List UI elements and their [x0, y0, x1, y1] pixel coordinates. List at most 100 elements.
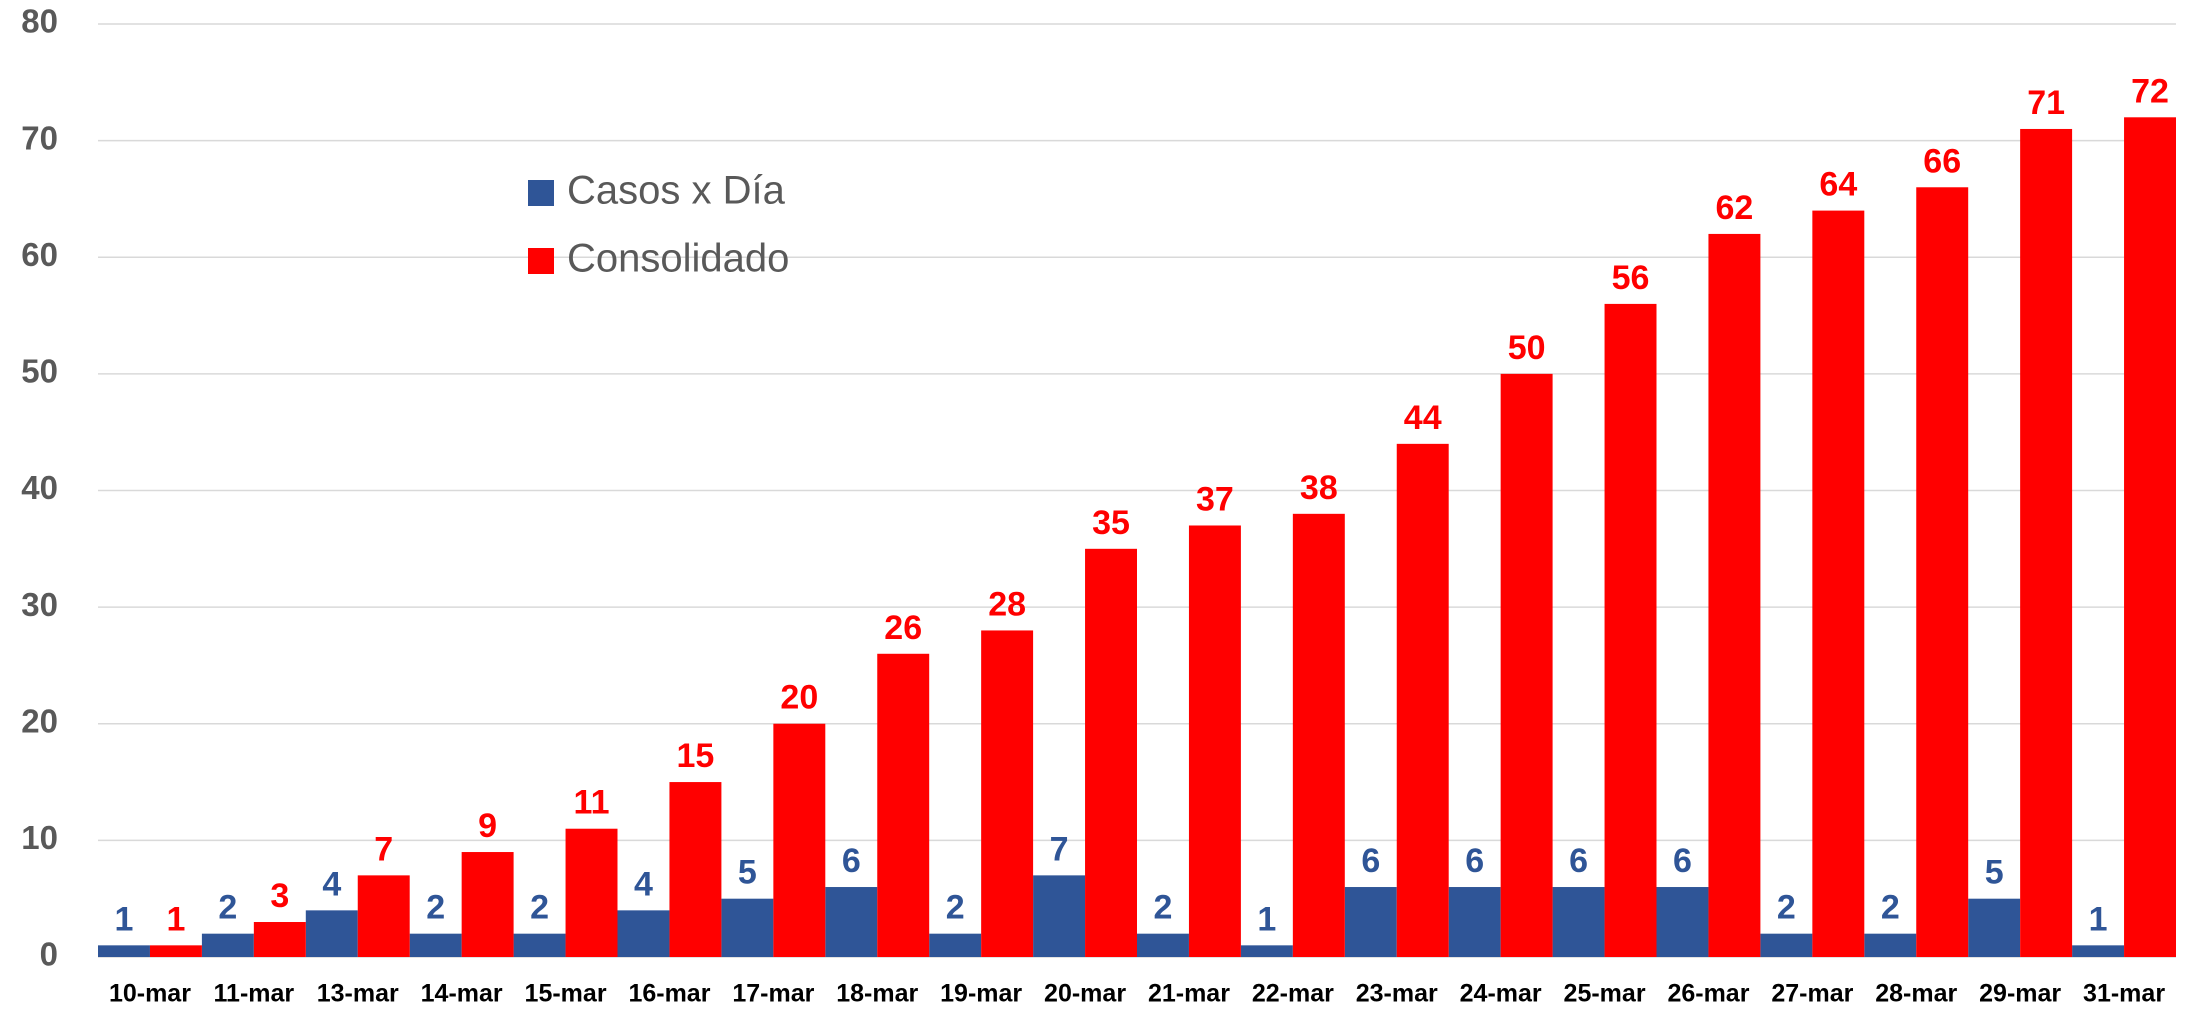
data-label: 1 — [115, 900, 134, 938]
x-tick-label: 19-mar — [940, 980, 1022, 1008]
bar — [149, 945, 202, 957]
bar — [1292, 513, 1345, 957]
x-tick-label: 13-mar — [317, 980, 399, 1008]
data-label: 6 — [1569, 842, 1588, 880]
legend-label: Casos x Día — [567, 169, 786, 213]
bar — [669, 782, 722, 957]
data-label: 4 — [322, 865, 341, 903]
data-label: 7 — [1050, 830, 1069, 868]
data-label: 5 — [1985, 854, 2004, 892]
bar — [253, 922, 306, 957]
y-tick-label: 40 — [21, 469, 58, 506]
data-label: 62 — [1716, 189, 1754, 227]
bar — [1137, 933, 1189, 957]
data-label: 2 — [1881, 889, 1900, 927]
y-tick-label: 70 — [21, 119, 58, 156]
x-tick-label: 14-mar — [421, 980, 503, 1008]
bar — [1708, 233, 1761, 958]
bar — [877, 653, 930, 957]
bar — [981, 630, 1034, 957]
bar — [409, 933, 462, 957]
data-label: 5 — [738, 854, 757, 892]
bar — [1968, 898, 2021, 957]
data-label: 4 — [634, 865, 653, 903]
bar — [1240, 945, 1293, 957]
x-tick-label: 11-mar — [214, 980, 295, 1008]
data-label: 6 — [1465, 842, 1484, 880]
data-label: 2 — [1154, 889, 1173, 927]
bar — [1188, 525, 1241, 957]
y-tick-label: 50 — [21, 353, 58, 390]
data-label: 9 — [478, 807, 497, 845]
bar — [305, 910, 358, 957]
data-label: 11 — [574, 784, 610, 822]
bar — [201, 933, 254, 957]
x-tick-label: 20-mar — [1044, 980, 1126, 1008]
bar — [773, 723, 826, 957]
data-label: 35 — [1092, 504, 1130, 542]
x-tick-label: 27-mar — [1771, 980, 1853, 1008]
bar — [513, 933, 566, 957]
data-label: 64 — [1819, 166, 1857, 204]
bar — [1656, 887, 1709, 957]
data-label: 20 — [780, 679, 818, 717]
bar — [461, 852, 514, 957]
bar — [2124, 117, 2176, 958]
x-tick-label: 17-mar — [732, 980, 814, 1008]
data-label: 37 — [1196, 480, 1234, 518]
x-tick-label: 16-mar — [628, 980, 710, 1008]
x-tick-label: 21-mar — [1148, 980, 1230, 1008]
x-tick-label: 22-mar — [1252, 980, 1334, 1008]
x-tick-label: 28-mar — [1875, 980, 1957, 1008]
bar — [2020, 128, 2073, 957]
x-tick-label: 29-mar — [1979, 980, 2061, 1008]
data-label: 28 — [988, 585, 1026, 623]
data-label: 2 — [946, 889, 965, 927]
x-tick-label: 31-mar — [2083, 980, 2165, 1008]
data-label: 72 — [2131, 72, 2169, 110]
data-label: 2 — [218, 889, 237, 927]
bar — [617, 910, 670, 957]
bar — [1085, 548, 1137, 957]
bar — [1760, 933, 1813, 957]
data-label: 2 — [426, 889, 445, 927]
data-label: 1 — [2089, 900, 2108, 938]
bar — [929, 933, 982, 957]
data-label: 3 — [270, 877, 289, 915]
bar — [1344, 887, 1397, 957]
bar — [98, 945, 150, 957]
data-label: 1 — [166, 900, 185, 938]
bar — [565, 828, 618, 957]
data-label: 66 — [1923, 142, 1961, 180]
legend-swatch — [528, 248, 554, 274]
bar — [1552, 887, 1605, 957]
data-label: 26 — [884, 609, 922, 647]
bar — [1448, 887, 1501, 957]
bar — [1812, 210, 1865, 958]
x-tick-label: 25-mar — [1564, 980, 1646, 1008]
y-tick-label: 20 — [21, 702, 58, 739]
x-tick-label: 18-mar — [836, 980, 918, 1008]
y-tick-label: 30 — [21, 586, 58, 623]
bar — [2072, 945, 2125, 957]
bar — [721, 898, 774, 957]
data-label: 6 — [1673, 842, 1692, 880]
y-tick-label: 80 — [21, 3, 58, 40]
x-tick-label: 26-mar — [1667, 980, 1749, 1008]
bar — [825, 887, 878, 957]
bar — [1033, 875, 1086, 957]
data-label: 38 — [1300, 469, 1338, 507]
y-tick-label: 0 — [40, 936, 58, 973]
y-tick-label: 10 — [21, 819, 58, 856]
bar — [1604, 303, 1657, 957]
x-tick-label: 23-mar — [1356, 980, 1438, 1008]
y-tick-label: 60 — [21, 236, 58, 273]
legend-label: Consolidado — [567, 237, 789, 281]
x-tick-label: 10-mar — [109, 980, 191, 1008]
legend-swatch — [528, 180, 554, 206]
data-label: 2 — [530, 889, 549, 927]
bar — [1916, 187, 1969, 957]
data-label: 2 — [1777, 889, 1796, 927]
data-label: 56 — [1612, 259, 1650, 297]
bar — [1864, 933, 1917, 957]
